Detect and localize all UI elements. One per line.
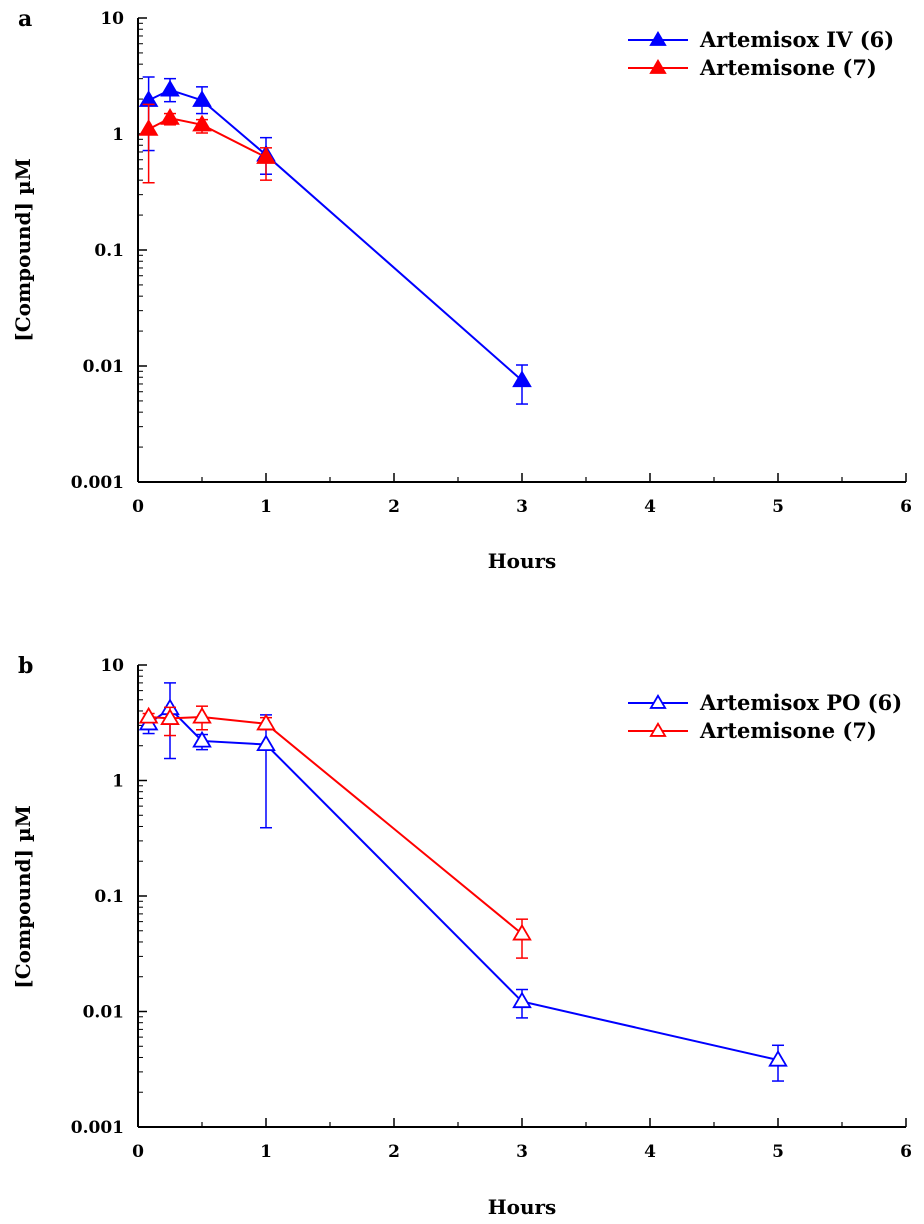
y-tick-label: 1 xyxy=(112,125,124,145)
data-point-marker xyxy=(768,1049,788,1067)
data-point-marker xyxy=(160,79,180,97)
legend-entry: Artemisone (7) xyxy=(628,718,877,743)
chart-panel-a: a 0 1 2 3 4 5 6 10 1 0.1 0.01 0.001 Hours [Compound] µ… xyxy=(11,6,912,573)
series-0 xyxy=(138,682,788,1082)
data-point-marker xyxy=(256,734,276,752)
y-tick-label: 0.01 xyxy=(83,1003,124,1023)
y-axis-title: [Compound] µM xyxy=(11,158,35,341)
x-tick-label: 3 xyxy=(516,1142,528,1162)
y-tick-label: 10 xyxy=(100,656,124,676)
series-1 xyxy=(138,705,532,959)
y-tick-label: 0.01 xyxy=(83,357,124,377)
x-axis-title: Hours xyxy=(488,1195,557,1219)
legend-label: Artemisox IV (6) xyxy=(699,27,894,52)
x-tick-label: 1 xyxy=(260,497,272,517)
data-point-marker xyxy=(512,923,532,941)
data-point-marker xyxy=(192,114,212,132)
chart-panel-b: b 0 1 2 3 4 5 6 10 1 0.1 0.01 0.001 Hours [Compound] µ… xyxy=(11,653,912,1219)
series-line xyxy=(148,117,267,159)
legend-marker xyxy=(649,721,667,737)
series-1 xyxy=(138,103,276,184)
x-tick-label: 3 xyxy=(516,497,528,517)
legend-label: Artemisox PO (6) xyxy=(699,690,902,715)
data-point-marker xyxy=(138,119,159,136)
data-point-marker xyxy=(192,730,212,748)
x-tick-label: 5 xyxy=(772,497,784,517)
series-line xyxy=(148,707,779,1062)
x-tick-label: 6 xyxy=(900,497,912,517)
x-tick-label: 2 xyxy=(388,1142,400,1162)
legend-marker xyxy=(649,58,667,74)
x-tick-label: 4 xyxy=(644,497,656,517)
x-tick-label: 1 xyxy=(260,1142,272,1162)
legend-entry: Artemisone (7) xyxy=(628,55,877,80)
x-tick-label: 6 xyxy=(900,1142,912,1162)
data-point-marker xyxy=(192,90,212,107)
legend-entry: Artemisox PO (6) xyxy=(628,690,902,715)
panel-letter: b xyxy=(18,653,33,679)
legend-marker xyxy=(649,693,667,709)
data-point-marker xyxy=(256,713,276,731)
legend-label: Artemisone (7) xyxy=(699,718,877,743)
legend-label: Artemisone (7) xyxy=(699,55,877,80)
data-point-marker xyxy=(138,706,159,724)
x-axis-title: Hours xyxy=(488,549,557,573)
y-tick-label: 0.001 xyxy=(71,1118,124,1138)
x-tick-label: 4 xyxy=(644,1142,656,1162)
x-tick-label: 0 xyxy=(132,497,144,517)
x-tick-label: 5 xyxy=(772,1142,784,1162)
data-point-marker xyxy=(256,147,276,164)
y-tick-label: 0.1 xyxy=(94,887,124,907)
y-tick-label: 10 xyxy=(100,9,124,29)
y-axis-title: [Compound] µM xyxy=(11,805,35,988)
x-tick-label: 2 xyxy=(388,497,400,517)
y-tick-label: 1 xyxy=(112,772,124,792)
legend-marker xyxy=(649,30,667,46)
data-point-marker xyxy=(160,107,180,125)
data-point-marker xyxy=(512,991,532,1009)
y-tick-label: 0.1 xyxy=(94,241,124,261)
x-tick-label: 0 xyxy=(132,1142,144,1162)
data-point-marker xyxy=(160,708,180,725)
legend-entry: Artemisox IV (6) xyxy=(628,27,894,52)
data-point-marker xyxy=(512,370,532,388)
panel-letter: a xyxy=(18,6,32,32)
y-tick-label: 0.001 xyxy=(71,473,124,493)
data-point-marker xyxy=(192,706,212,724)
